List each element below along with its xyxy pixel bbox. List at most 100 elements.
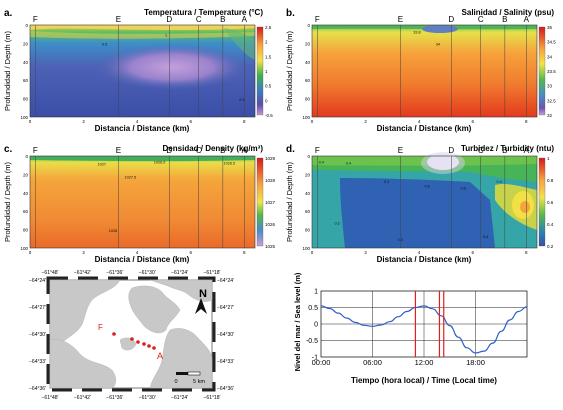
x-axis-label: Distancia / Distance (km) [95, 255, 190, 264]
latitude-label: −64°33' [217, 359, 234, 365]
tide-chart: 00:00 06:00 12:00 18:00 1 0.5 0 -0.5 -1 Nivel de… [293, 272, 528, 385]
contour-label: 33.8 [413, 31, 420, 35]
longitude-label: −61°24' [171, 270, 188, 276]
section-field [30, 156, 255, 248]
y-axis-label: Nivel del mar / Sea level (m) [293, 272, 302, 371]
station-label: E [116, 146, 121, 155]
station-label: B [502, 15, 507, 24]
north-arrow: N [195, 288, 207, 314]
land [49, 279, 213, 389]
latitude-label: −64°36' [29, 386, 46, 392]
x-tick-label: 0 [29, 250, 32, 255]
x-tick-label: 4 [136, 250, 139, 255]
tick-labels: 00:00 06:00 12:00 18:00 1 0.5 0 -0.5 -1 [306, 289, 485, 368]
y-tick-label: 0.5 [308, 305, 318, 312]
y-tick-label: 20 [305, 41, 311, 46]
x-tick-label: 8 [525, 119, 528, 124]
station-label: B [502, 146, 507, 155]
colorbar [538, 26, 546, 116]
section-field [30, 25, 255, 117]
y-tick-label: -0.5 [306, 338, 318, 345]
x-tick-label: 2 [364, 250, 367, 255]
longitude-label: −61°48' [42, 270, 59, 276]
colorbar-tick-label: 0.4 [547, 222, 554, 227]
latitude-label: −64°33' [29, 359, 46, 365]
colorbar-tick-label: 1029 [265, 156, 276, 161]
colorbar-tick-label: 2 [265, 40, 268, 45]
panel-title: Salinidad / Salinity (psu) [462, 8, 555, 17]
x-axis-label: Tiempo (hora local) / Time (Local time) [351, 376, 497, 385]
colorbar-tick-label: 1027 [265, 200, 276, 205]
colorbar [256, 157, 264, 247]
station-A-label: A [157, 351, 163, 361]
y-axis-label: Profundidad / Depth (m) [3, 161, 12, 242]
y-tick-label: 20 [305, 172, 311, 177]
contour-label: 1027.5 [125, 175, 137, 179]
station-lines [317, 156, 527, 248]
contour-labels: 33.8 34 [413, 31, 440, 47]
y-tick-label: 100 [20, 246, 28, 251]
colorbar-tick-label: 0 [265, 98, 268, 103]
colorbar-tick-label: 0.6 [547, 200, 554, 205]
x-tick-label: 6 [189, 119, 192, 124]
y-axis-label: Profundidad / Depth (m) [285, 30, 294, 111]
section-field [312, 25, 537, 117]
longitude-label: −61°36' [106, 395, 123, 401]
contour-label: 0.6 [461, 186, 466, 190]
y-axis-label: Profundidad / Depth (m) [3, 30, 12, 111]
y-tick-label: 100 [302, 115, 310, 120]
panel-letter: d. [286, 144, 295, 155]
longitude-label: −61°48' [42, 395, 59, 401]
y-tick-label: 40 [23, 60, 29, 65]
station-F-label: F [98, 323, 103, 332]
x-axis-label: Distancia / Distance (km) [377, 255, 472, 264]
x-tick-label: 6 [471, 119, 474, 124]
colorbar-tick-label: 32.5 [547, 98, 556, 103]
north-label: N [199, 288, 207, 300]
event-markers [414, 291, 445, 357]
y-tick-label: 60 [305, 209, 311, 214]
turbidity-panel: d. Turbidez / Turbidity (ntu) 0.4 0.40.30… [285, 144, 554, 264]
longitude-label: −61°18' [204, 270, 221, 276]
colorbar-tick-label: 1025 [265, 244, 276, 249]
x-tick-label: 18:00 [466, 358, 485, 367]
y-tick-label: 0 [307, 23, 310, 28]
panel-letter: c. [4, 144, 13, 155]
longitude-label: −61°42' [74, 270, 91, 276]
station-label: A [242, 15, 248, 24]
colorbar-tick-label: 34 [547, 54, 553, 59]
scale-label: 5 km [193, 379, 205, 385]
scale-bar: 0 5 km [174, 371, 205, 385]
contour-label: 1026.5 [224, 162, 236, 166]
y-tick-label: 60 [23, 209, 29, 214]
station-label: C [196, 146, 202, 155]
contour-labels: 1027 1026.5 1027.5 1026.5 1028 [98, 161, 236, 233]
colorbar-tick-label: -0.5 [265, 113, 273, 118]
station-label: F [33, 15, 38, 24]
panel-title: Densidad / Density (kg/m³) [163, 144, 264, 153]
y-tick-label: 100 [302, 246, 310, 251]
map-stations [112, 332, 156, 350]
y-tick-label: 20 [23, 41, 29, 46]
station-dot [130, 337, 134, 341]
contour-label: 0.3 [384, 180, 389, 184]
colorbar-tick-label: 1 [547, 156, 550, 161]
station-label: F [315, 146, 320, 155]
colorbar [256, 26, 264, 116]
longitude-label: −61°30' [139, 395, 156, 401]
longitude-label: −61°24' [171, 395, 188, 401]
colorbar-tick-label: 0.5 [265, 84, 272, 89]
sea-level-series [320, 305, 528, 354]
y-tick-label: 100 [20, 115, 28, 120]
station-label: D [448, 15, 454, 24]
station-dot [147, 344, 151, 348]
contour-labels: 0.5 1 0.5 [102, 33, 245, 101]
colorbar-tick-label: 33.5 [547, 69, 556, 74]
colorbar-tick-label: 33 [547, 84, 553, 89]
location-map: F A N 0 5 km −61°48' −61°48' −61°42' −61°42… [29, 270, 234, 401]
y-tick-label: 40 [305, 191, 311, 196]
y-tick-label: 1 [314, 289, 318, 296]
x-tick-label: 2 [364, 119, 367, 124]
gridlines [321, 291, 527, 357]
